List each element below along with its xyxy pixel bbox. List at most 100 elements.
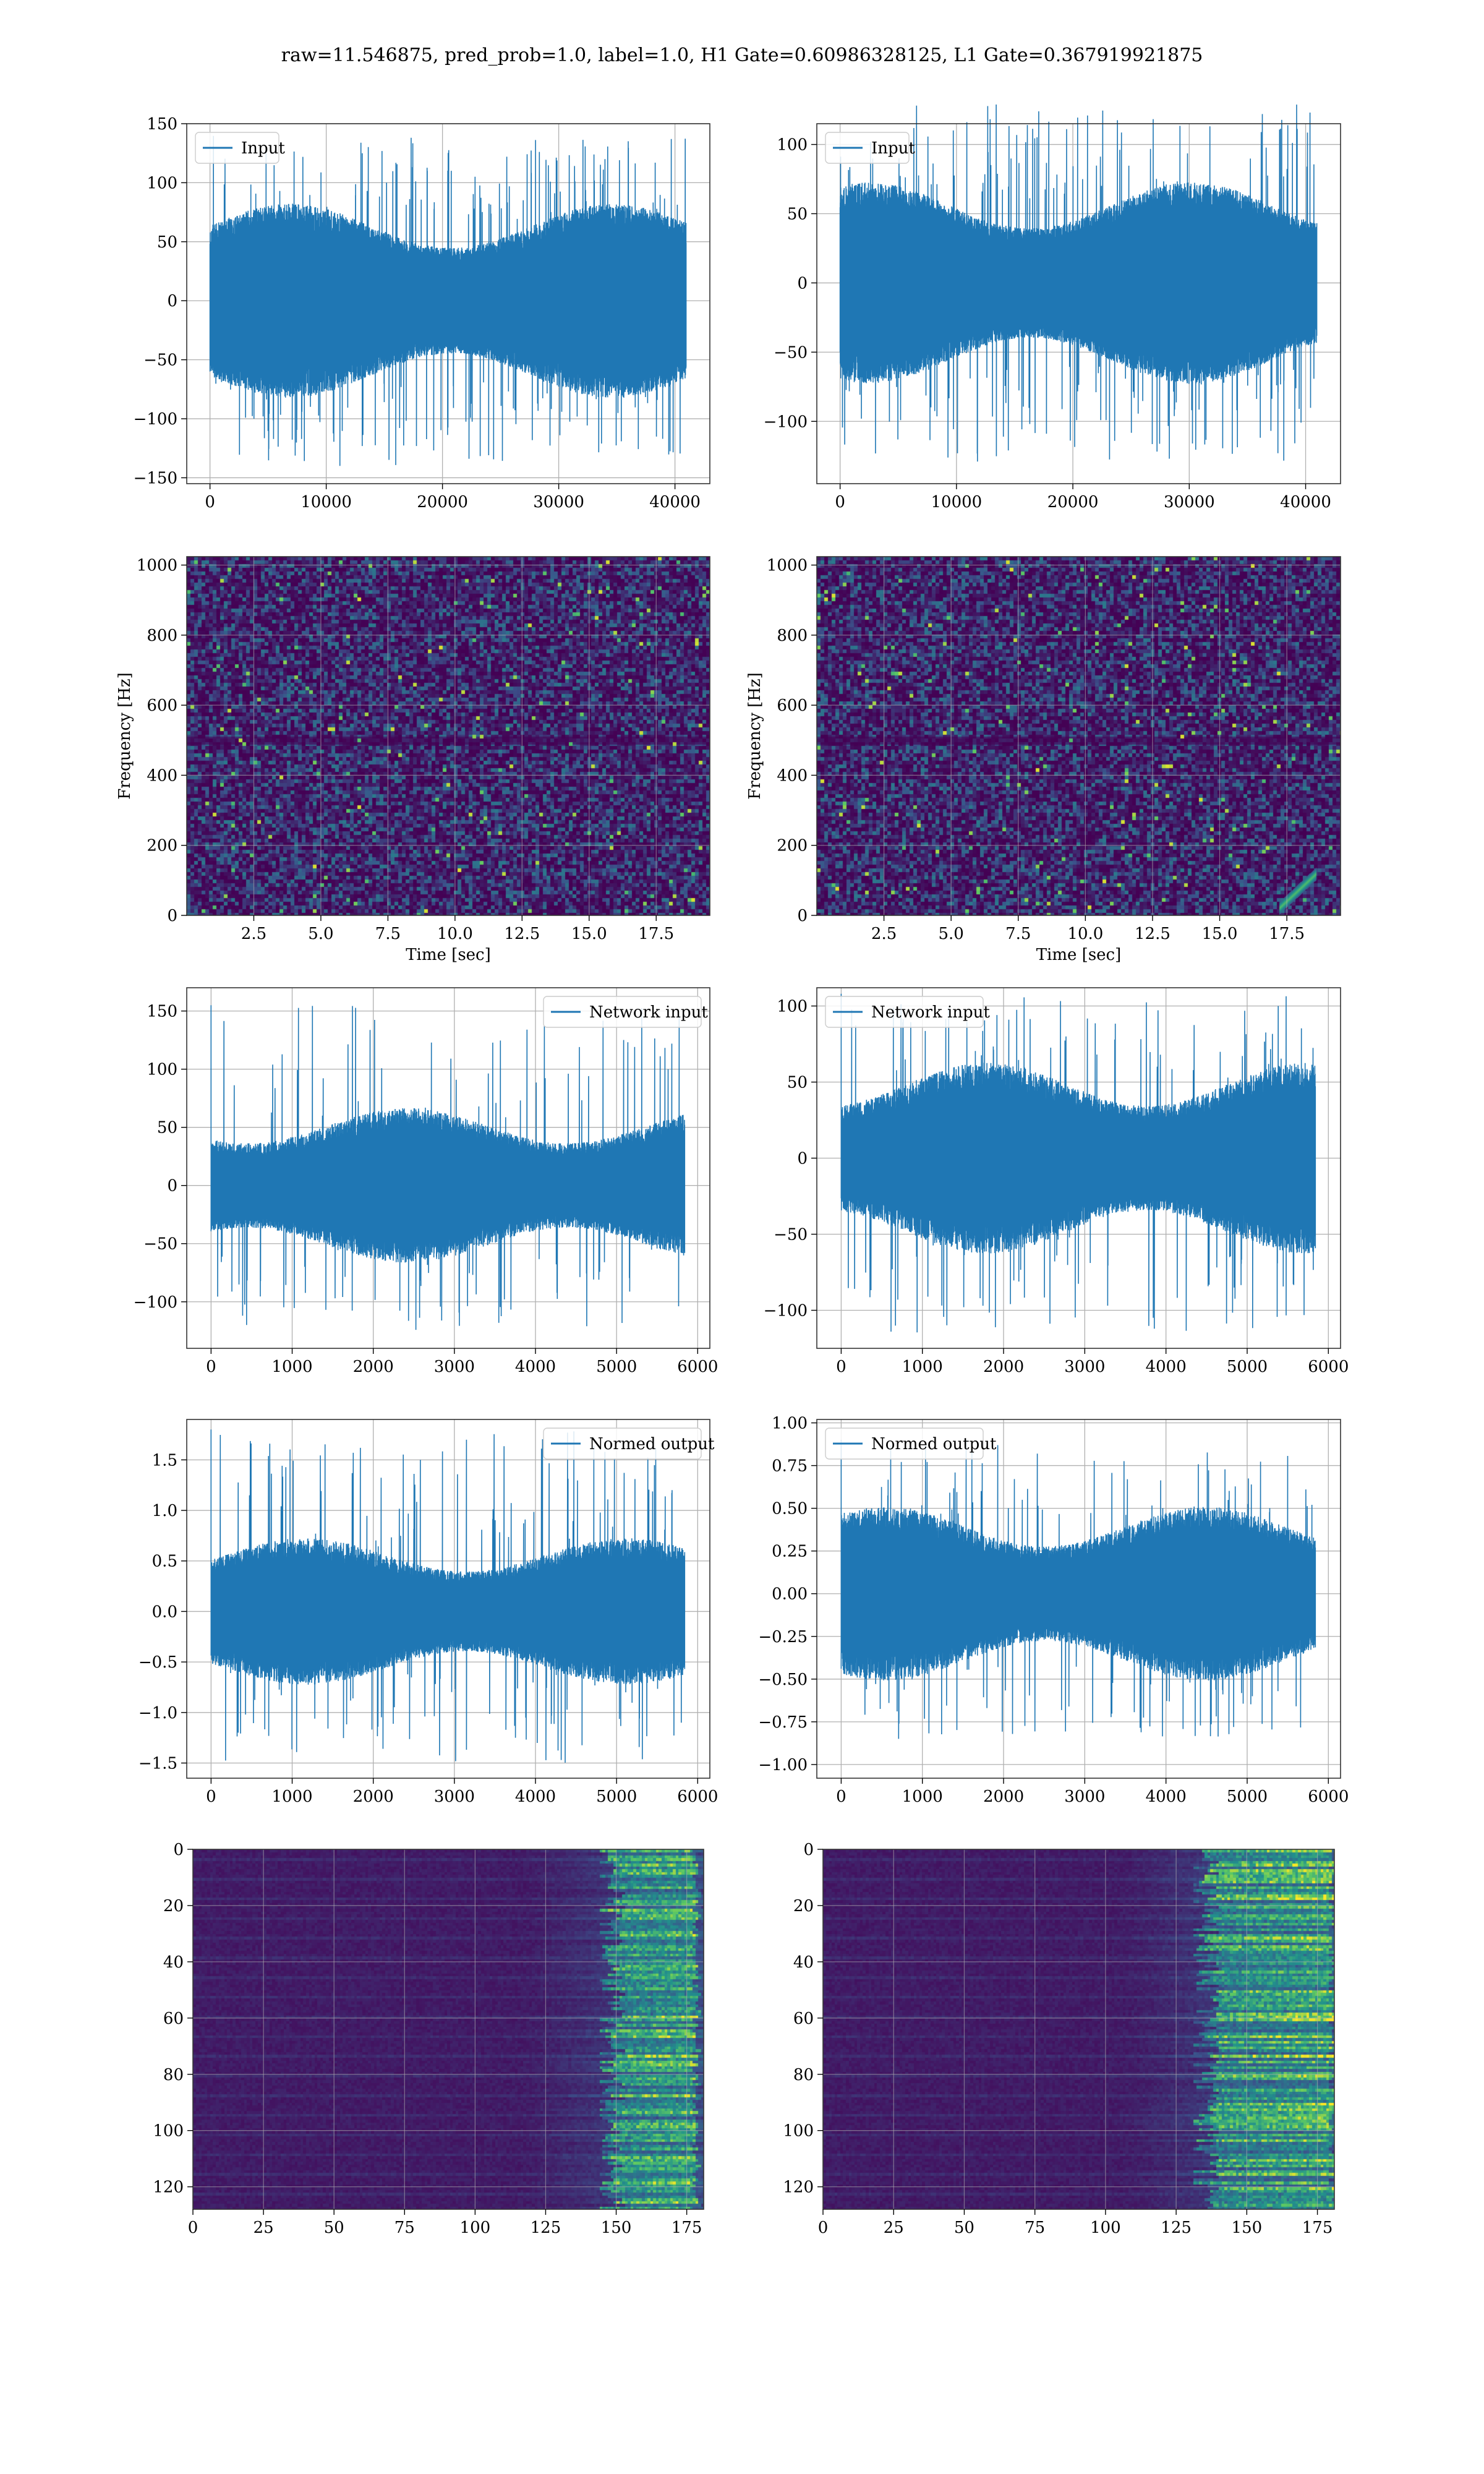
x-tick-label: 0 (836, 1787, 846, 1806)
x-tick-label: 17.5 (638, 925, 674, 943)
panel-grid: 0 10000 20000 30000 40000−150−100−5005010015… (116, 104, 1349, 2237)
l1-normed-output-frame (816, 1419, 1341, 1779)
x-tick-label: 30000 (1164, 493, 1215, 511)
legend: Normed output (543, 1427, 715, 1460)
x-tick-label: 100 (460, 2219, 491, 2237)
x-tick-label: 0 (835, 493, 845, 511)
h1-network-input-series (210, 1005, 686, 1330)
l1-normed-output-series (840, 1440, 1316, 1739)
y-axis-label: Frequency [Hz] (116, 672, 134, 800)
x-tick-label: 2000 (353, 1358, 394, 1376)
l1-input-series (839, 104, 1318, 462)
figure-title: raw=11.546875, pred_prob=1.0, label=1.0,… (281, 45, 1203, 66)
y-tick-label: 0 (167, 907, 177, 925)
x-tick-label: 3000 (434, 1358, 475, 1376)
legend-label: Network input (871, 1003, 990, 1022)
y-tick-label: 400 (777, 766, 808, 785)
x-tick-label: 3000 (1064, 1358, 1105, 1376)
h1-network-input-frame (186, 987, 710, 1349)
l1-spectrogram-image (817, 557, 1341, 915)
y-tick-label: −1.00 (758, 1756, 808, 1774)
l1-spectrogram-frame (816, 556, 1341, 916)
x-tick-label: 7.5 (1005, 925, 1031, 943)
x-tick-label: 2000 (353, 1787, 394, 1806)
x-tick-label: 50 (324, 2219, 344, 2237)
x-tick-label: 3000 (434, 1787, 475, 1806)
x-tick-label: 3000 (1064, 1787, 1105, 1806)
legend-label: Normed output (589, 1435, 715, 1453)
y-tick-label: 0.50 (772, 1500, 808, 1518)
x-tick-label: 6000 (1308, 1358, 1349, 1376)
x-tick-label: 40000 (649, 493, 701, 511)
y-tick-label: 100 (777, 998, 808, 1016)
l1-feature-map-frame (822, 1849, 1335, 2210)
h1-normed-output-panel: 0 1000 2000 3000 4000 5000 6000 −1.5 −1.0 −0.5 0.0… (139, 1419, 718, 1806)
h1-input-series (209, 135, 687, 466)
y-tick-label: 100 (147, 1061, 177, 1079)
x-tick-label: 25 (254, 2219, 274, 2237)
x-tick-label: 4000 (1146, 1787, 1187, 1806)
h1-input-frame (186, 123, 710, 484)
x-tick-label: 5000 (596, 1358, 637, 1376)
x-tick-label: 7.5 (375, 925, 401, 943)
y-tick-label: 1.5 (152, 1451, 177, 1470)
y-tick-label: 0.25 (772, 1543, 808, 1561)
y-tick-label: 0.00 (772, 1585, 808, 1604)
y-tick-label: −1.0 (139, 1704, 177, 1723)
y-tick-label: 1000 (137, 557, 177, 575)
y-tick-label: 0.75 (772, 1457, 808, 1476)
y-tick-label: 0 (167, 292, 177, 310)
x-tick-label: 50 (954, 2219, 974, 2237)
h1-spectrogram-frame (186, 556, 710, 916)
x-tick-label: 150 (601, 2219, 632, 2237)
y-tick-label: −100 (764, 413, 808, 431)
x-tick-label: 6000 (677, 1358, 718, 1376)
x-tick-label: 0 (836, 1358, 846, 1376)
l1-input-frame (816, 123, 1341, 484)
legend: Network input (543, 996, 708, 1028)
y-tick-label: 20 (793, 1897, 814, 1915)
y-tick-label: 0 (797, 1150, 808, 1168)
x-tick-label: 0 (206, 1787, 216, 1806)
y-tick-label: 80 (793, 2066, 814, 2084)
l1-spectrogram-panel: 2.5 5.0 7.5 10.0 12.5 15.0 17.5 0 200 400 600 800 10… (746, 556, 1341, 964)
y-tick-label: −100 (134, 1293, 177, 1312)
y-tick-label: −0.25 (758, 1628, 808, 1646)
x-tick-label: 4000 (515, 1358, 556, 1376)
x-tick-label: 2.5 (241, 925, 267, 943)
y-tick-label: 600 (147, 696, 177, 715)
y-tick-label: 0.0 (152, 1603, 177, 1621)
x-tick-label: 100 (1090, 2219, 1121, 2237)
h1-feature-map-panel: 0 25 50 75 100 125 150 175 0 20 40 60 80 100 120 (153, 1841, 704, 2237)
l1-network-input-frame (816, 987, 1341, 1349)
y-tick-label: 100 (777, 136, 808, 155)
h1-feature-map-frame (192, 1849, 704, 2210)
x-tick-label: 12.5 (1135, 925, 1171, 943)
y-tick-label: 100 (783, 2122, 814, 2141)
legend-label: Network input (589, 1003, 708, 1022)
x-tick-label: 0 (188, 2219, 198, 2237)
y-tick-label: −100 (764, 1302, 808, 1320)
x-tick-label: 5.0 (938, 925, 963, 943)
y-tick-label: −0.50 (758, 1671, 808, 1689)
x-tick-label: 0 (818, 2219, 829, 2237)
x-tick-label: 75 (394, 2219, 415, 2237)
x-tick-label: 15.0 (571, 925, 607, 943)
y-tick-label: −50 (143, 1235, 177, 1254)
x-tick-label: 10000 (301, 493, 352, 511)
y-tick-label: 40 (163, 1953, 184, 1972)
y-tick-label: 600 (777, 696, 808, 715)
h1-normed-output-frame (186, 1419, 710, 1779)
h1-network-input-panel: 0 1000 2000 3000 4000 5000 6000 −100 −50 0 50 100 15… (134, 987, 718, 1376)
y-tick-label: 1000 (767, 557, 808, 575)
x-tick-label: 4000 (1146, 1358, 1187, 1376)
x-tick-label: 5.0 (308, 925, 333, 943)
x-tick-label: 0 (205, 493, 215, 511)
x-tick-label: 2000 (983, 1787, 1024, 1806)
legend: Network input (825, 996, 990, 1028)
x-tick-label: 1000 (902, 1358, 943, 1376)
l1-input-panel: 0 10000 20000 30000 40000 −100 −50 0 50 100 Input (764, 104, 1341, 511)
y-tick-label: −100 (134, 410, 177, 429)
l1-spectrogram-grid (817, 557, 1341, 916)
